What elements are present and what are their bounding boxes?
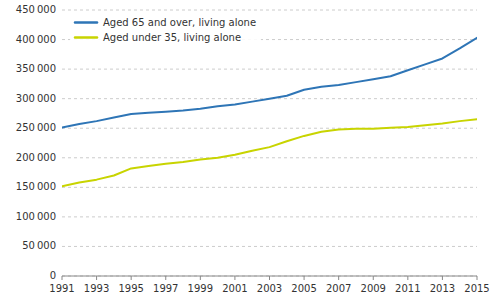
grid-line [62, 246, 477, 247]
y-tick-label: 250 000 [16, 122, 56, 133]
x-tick-label: 2013 [430, 283, 455, 294]
x-tick [200, 276, 201, 280]
x-tick [407, 276, 408, 280]
x-tick-label: 1999 [188, 283, 213, 294]
grid-line [62, 128, 477, 129]
x-tick-label: 2001 [222, 283, 247, 294]
legend: Aged 65 and over, living alone Aged under… [70, 12, 261, 48]
y-grid [62, 10, 477, 276]
grid-line [62, 216, 477, 217]
x-tick-label: 2003 [257, 283, 282, 294]
x-axis: 1991 1993 1995 1997 1999 2001 2003 2005 2007 2009… [49, 276, 489, 294]
chart-svg: 0 50 000 100 000 150 000 200 000 250 000 300 0… [0, 0, 491, 302]
x-tick-label: 1995 [118, 283, 143, 294]
x-tick [304, 276, 305, 280]
x-tick-label: 2015 [464, 283, 489, 294]
grid-line [62, 10, 477, 11]
chart-container: 0 50 000 100 000 150 000 200 000 250 000 300 0… [0, 0, 491, 302]
y-tick-label: 50 000 [22, 240, 56, 251]
x-tick-label: 2011 [395, 283, 420, 294]
x-tick-label: 1997 [153, 283, 178, 294]
x-tick [234, 276, 235, 280]
x-tick-label: 2009 [361, 283, 386, 294]
x-tick [62, 276, 63, 280]
y-tick-label: 100 000 [16, 211, 56, 222]
x-tick-label: 1993 [84, 283, 109, 294]
y-tick-label: 400 000 [16, 34, 56, 45]
lines [62, 38, 477, 186]
legend-swatch [75, 21, 97, 24]
series-line [62, 119, 477, 186]
series-line [62, 38, 477, 128]
x-tick [269, 276, 270, 280]
x-tick [96, 276, 97, 280]
grid-line [62, 187, 477, 188]
x-tick [165, 276, 166, 280]
x-tick [477, 276, 478, 280]
y-tick-label: 0 [50, 270, 56, 281]
x-tick-label: 2005 [291, 283, 316, 294]
legend-label: Aged 65 and over, living alone [103, 17, 256, 28]
y-tick-label: 450 000 [16, 4, 56, 15]
x-tick [131, 276, 132, 280]
grid-line [62, 157, 477, 158]
x-tick-label: 2007 [326, 283, 351, 294]
y-axis: 0 50 000 100 000 150 000 200 000 250 000 300 0… [16, 4, 56, 281]
x-tick [442, 276, 443, 280]
x-tick-label: 1991 [49, 283, 74, 294]
y-tick-label: 200 000 [16, 152, 56, 163]
legend-swatch [75, 36, 97, 39]
legend-background [70, 12, 261, 48]
y-tick-label: 150 000 [16, 181, 56, 192]
x-tick [373, 276, 374, 280]
y-tick-label: 300 000 [16, 93, 56, 104]
x-tick [338, 276, 339, 280]
y-tick-label: 350 000 [16, 63, 56, 74]
legend-label: Aged under 35, living alone [103, 32, 241, 43]
